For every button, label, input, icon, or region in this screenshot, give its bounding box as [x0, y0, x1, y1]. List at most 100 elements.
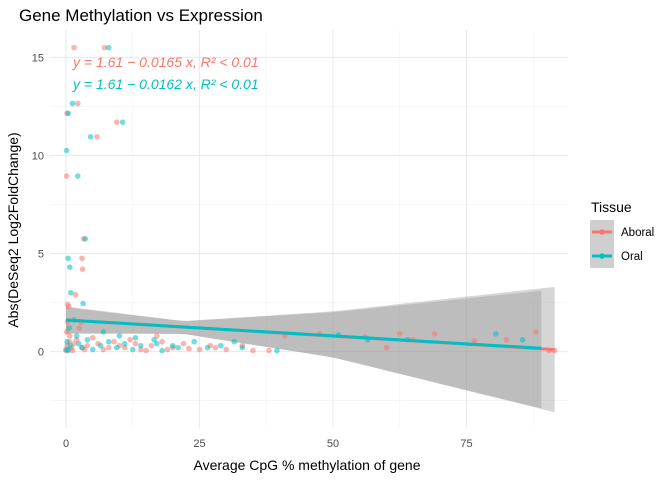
data-point-aboral — [503, 336, 510, 343]
regression-equation-oral: y = 1.61 − 0.0162 x, R² < 0.01 — [72, 76, 259, 92]
data-point-oral — [129, 346, 136, 353]
data-point-oral — [105, 338, 112, 345]
data-point-aboral — [154, 333, 160, 339]
confidence-band-oral — [66, 290, 542, 409]
data-point-aboral — [94, 134, 100, 140]
data-point-aboral — [121, 344, 128, 351]
data-point-oral — [231, 338, 238, 345]
legend-swatch-point — [599, 253, 605, 259]
data-point-oral — [191, 338, 197, 345]
data-point-aboral — [159, 338, 165, 345]
data-point-oral — [84, 336, 91, 343]
data-point-aboral — [74, 100, 81, 107]
data-point-aboral — [111, 338, 117, 345]
x-tick-label: 75 — [460, 438, 472, 450]
data-point-aboral — [148, 342, 155, 349]
data-point-oral — [239, 344, 246, 351]
x-tick-label: 0 — [63, 438, 69, 450]
data-point-aboral — [132, 340, 139, 347]
y-tick-label: 5 — [38, 249, 44, 261]
x-axis-title: Average CpG % methylation of gene — [194, 457, 421, 473]
confidence-band-aboral — [66, 286, 555, 413]
confidence-bands — [66, 286, 555, 413]
data-point-oral — [493, 331, 499, 337]
data-point-oral — [79, 344, 85, 351]
data-point-aboral — [180, 340, 187, 347]
data-point-aboral — [196, 346, 203, 353]
data-point-aboral — [383, 344, 390, 351]
data-point-aboral — [105, 344, 112, 351]
data-point-aboral — [250, 347, 256, 354]
data-point-oral — [137, 342, 144, 349]
data-point-aboral — [431, 331, 438, 337]
data-point-oral — [121, 340, 128, 347]
data-point-aboral — [164, 346, 171, 353]
data-point-oral — [170, 342, 176, 349]
data-point-oral — [175, 344, 181, 351]
data-point-oral — [69, 100, 76, 107]
data-point-oral — [82, 236, 89, 242]
data-point-oral — [113, 344, 120, 351]
data-point-aboral — [113, 119, 120, 125]
legend-label-aboral: Aboral — [621, 227, 654, 239]
data-point-oral — [74, 173, 81, 179]
y-tick-label: 10 — [32, 150, 44, 162]
data-point-oral — [105, 44, 112, 51]
data-point-aboral — [84, 342, 91, 349]
data-point-oral — [65, 347, 71, 354]
data-point-aboral — [63, 329, 70, 335]
data-point-aboral — [266, 347, 272, 354]
data-point-aboral — [223, 346, 230, 353]
data-point-aboral — [212, 344, 219, 351]
data-point-oral — [65, 255, 71, 262]
y-tick-label: 15 — [32, 52, 44, 64]
data-point-aboral — [101, 44, 108, 51]
y-tick-label: 0 — [38, 347, 44, 359]
data-point-oral — [73, 333, 80, 339]
regression-lines — [65, 318, 555, 352]
data-point-aboral — [471, 337, 478, 344]
data-point-aboral — [137, 346, 144, 353]
regression-equations: y = 1.61 − 0.0165 x, R² < 0.01 y = 1.61 −… — [72, 54, 259, 92]
data-point-oral — [65, 110, 71, 117]
data-point-oral — [97, 342, 104, 349]
data-point-aboral — [533, 329, 539, 335]
data-point-oral — [64, 338, 70, 345]
data-point-oral — [274, 347, 280, 354]
data-point-oral — [68, 289, 74, 296]
data-point-oral — [80, 300, 86, 307]
x-tick-label: 50 — [327, 438, 339, 450]
legend-label-oral: Oral — [621, 251, 643, 263]
data-point-aboral — [72, 291, 79, 298]
data-point-aboral — [396, 331, 403, 337]
data-point-aboral — [66, 333, 73, 339]
data-point-oral — [116, 333, 123, 339]
legend: Tissue Aboral Oral — [590, 199, 654, 268]
data-point-oral — [87, 134, 94, 140]
y-axis-title: Abs(DeSeq2 Log2FoldChange) — [5, 132, 21, 327]
axis-ticks: 0 25 50 75 0 5 10 15 — [32, 52, 473, 450]
legend-swatch-point — [599, 229, 605, 235]
data-point-aboral — [79, 266, 86, 272]
data-point-oral — [66, 325, 73, 331]
data-point-aboral — [63, 173, 70, 179]
data-point-oral — [218, 342, 224, 349]
data-point-oral — [519, 336, 526, 343]
data-point-oral — [67, 342, 74, 349]
data-point-aboral — [76, 325, 83, 331]
data-point-aboral — [71, 44, 77, 51]
data-point-oral — [154, 340, 160, 347]
data-point-oral — [63, 147, 70, 154]
data-point-oral — [151, 336, 157, 343]
data-point-oral — [66, 264, 73, 271]
data-point-aboral — [100, 346, 107, 353]
data-point-aboral — [127, 336, 133, 343]
legend-title: Tissue — [591, 199, 632, 215]
data-point-oral — [159, 347, 165, 354]
data-point-oral — [132, 335, 139, 341]
x-tick-label: 25 — [193, 438, 205, 450]
data-point-aboral — [64, 301, 71, 308]
data-point-oral — [204, 344, 211, 351]
